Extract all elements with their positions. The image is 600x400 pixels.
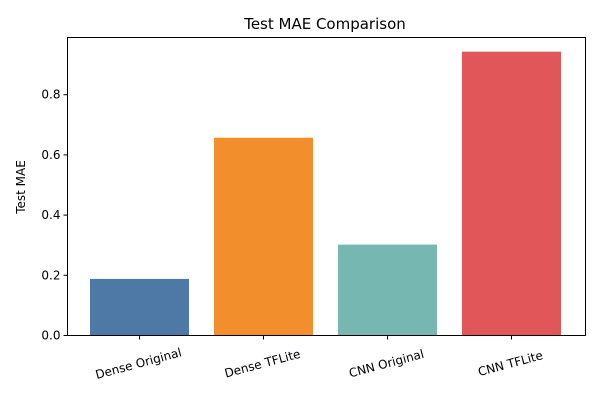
chart-title: Test MAE Comparison bbox=[243, 15, 406, 33]
bar-dense-original bbox=[90, 278, 189, 336]
x-tick-label: Dense TFLite bbox=[223, 347, 302, 381]
y-tick-label: 0.4 bbox=[41, 208, 60, 222]
x-tick-label: Dense Original bbox=[94, 345, 183, 381]
bar-dense-tflite bbox=[214, 137, 313, 336]
y-axis-label: Test MAE bbox=[14, 160, 28, 215]
x-tick-label: CNN TFLite bbox=[477, 348, 545, 379]
y-tick-label: 0.0 bbox=[41, 329, 60, 343]
y-tick-label: 0.6 bbox=[41, 148, 60, 162]
bar-cnn-tflite bbox=[462, 51, 561, 336]
bars-layer bbox=[90, 51, 561, 336]
y-tick-label: 0.8 bbox=[41, 88, 60, 102]
x-tick-label: CNN Original bbox=[347, 347, 425, 380]
y-tick-label: 0.2 bbox=[41, 268, 60, 282]
plot-frame bbox=[67, 37, 586, 336]
bar-cnn-original bbox=[338, 244, 437, 336]
